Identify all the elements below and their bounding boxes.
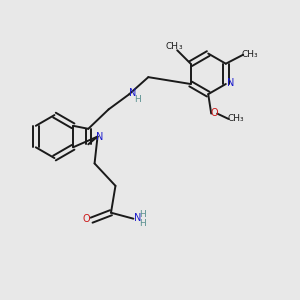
- Text: N: N: [227, 78, 234, 88]
- Text: CH₃: CH₃: [242, 50, 258, 59]
- Text: N: N: [134, 213, 141, 223]
- Text: H: H: [134, 95, 141, 104]
- Text: H: H: [140, 219, 146, 228]
- Text: O: O: [211, 108, 219, 118]
- Text: O: O: [82, 214, 90, 224]
- Text: ₃: ₃: [179, 42, 183, 51]
- Text: H: H: [140, 210, 146, 219]
- Text: N: N: [129, 88, 136, 98]
- Text: N: N: [96, 133, 103, 142]
- Text: CH₃: CH₃: [228, 114, 244, 123]
- Text: CH: CH: [165, 42, 178, 51]
